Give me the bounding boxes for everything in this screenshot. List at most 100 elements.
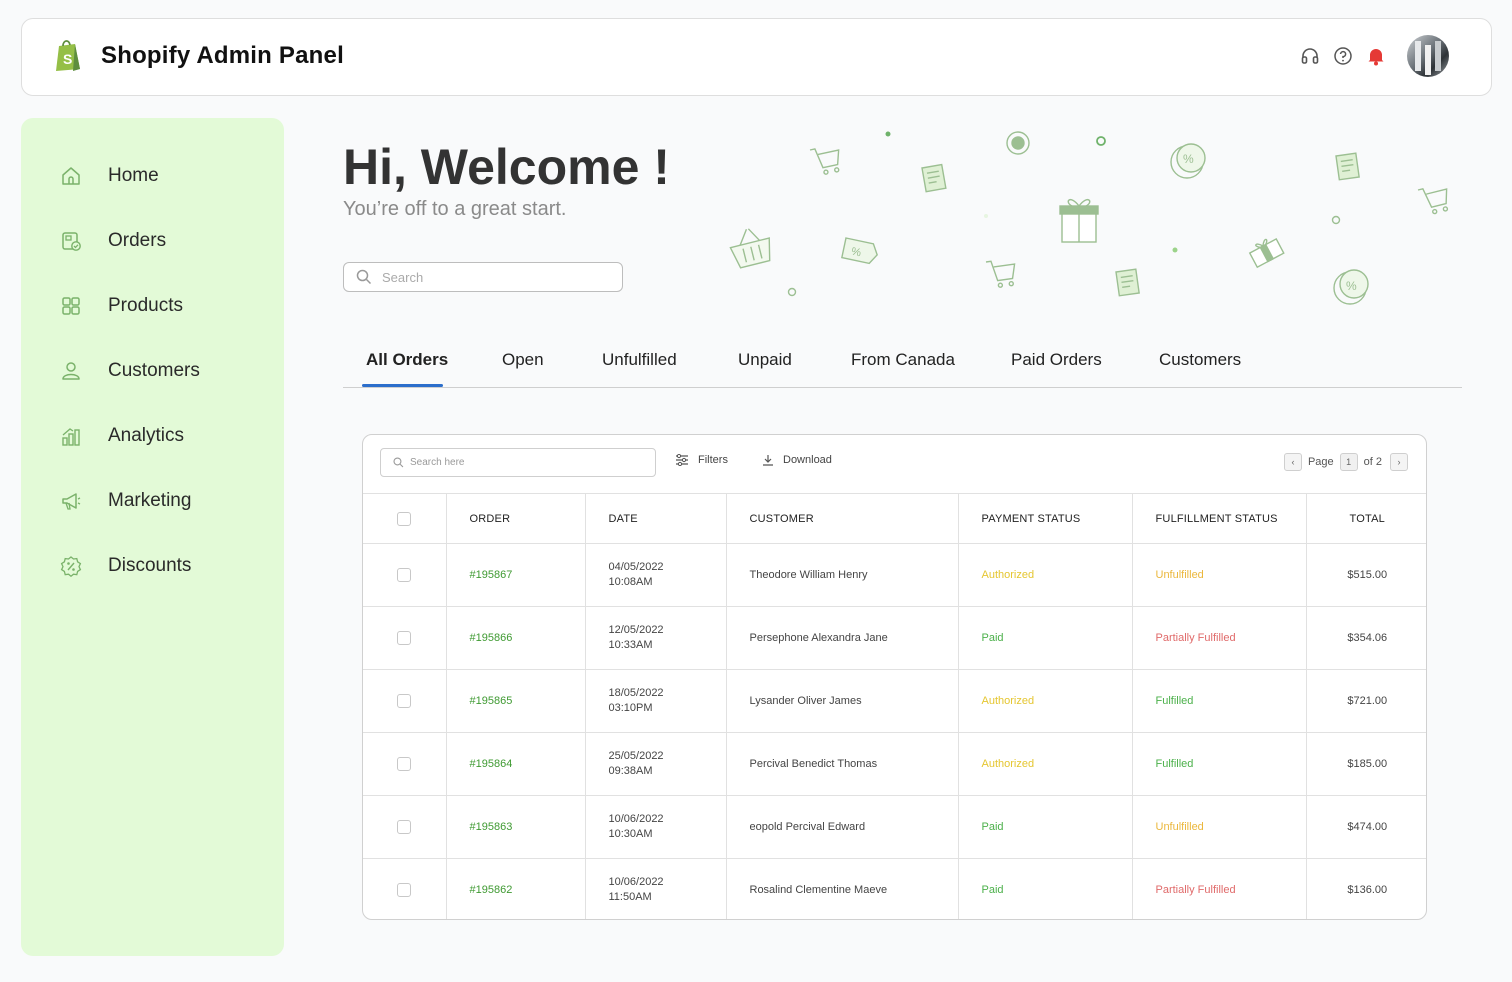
download-button[interactable]: Download (762, 454, 832, 466)
column-header-order[interactable]: ORDER (445, 493, 585, 544)
app-title: Shopify Admin Panel (101, 42, 344, 69)
payment-status: Paid (957, 858, 1132, 919)
sidebar-item-orders[interactable]: Orders (59, 226, 166, 256)
order-total: $185.00 (1305, 732, 1426, 796)
chevron-right-icon: › (1397, 457, 1401, 467)
next-page-button[interactable]: › (1390, 453, 1408, 471)
payment-status: Authorized (957, 669, 1132, 733)
sidebar-item-home[interactable]: Home (59, 161, 159, 191)
customer-name: Persephone Alexandra Jane (725, 606, 958, 670)
table-row[interactable]: #195864 25/05/2022 09:38AM Percival Bened… (363, 732, 1426, 796)
sidebar: Home Orders Products Customers Analytics… (21, 118, 284, 956)
sidebar-item-label: Marketing (108, 490, 192, 511)
customer-name: Percival Benedict Thomas (725, 732, 958, 796)
row-checkbox[interactable] (397, 882, 412, 897)
table-row[interactable]: #195862 10/06/2022 11:50AM Rosalind Cleme… (363, 858, 1426, 919)
table-row[interactable]: #195865 18/05/2022 03:10PM Lysander Olive… (363, 669, 1426, 733)
order-time: 09:38AM (608, 765, 653, 777)
home-icon (59, 164, 83, 188)
row-checkbox[interactable] (397, 567, 412, 582)
tab-paid-orders[interactable]: Paid Orders (1011, 350, 1102, 369)
customers-icon (59, 359, 83, 383)
order-total: $474.00 (1305, 795, 1426, 859)
select-all-cell (363, 493, 446, 544)
analytics-icon (59, 424, 83, 448)
table-row[interactable]: #195867 04/05/2022 10:08AM Theodore Willi… (363, 543, 1426, 607)
global-search[interactable] (343, 262, 623, 292)
order-time: 10:08AM (608, 576, 653, 588)
row-checkbox[interactable] (397, 819, 412, 834)
svg-text:%: % (1183, 152, 1194, 166)
order-time: 10:33AM (608, 639, 653, 651)
tab-open[interactable]: Open (502, 350, 544, 369)
shopify-logo-icon[interactable]: S (53, 38, 83, 72)
customer-name: Theodore William Henry (725, 543, 958, 607)
page-total: of 2 (1363, 456, 1382, 468)
receipt-icon (1335, 152, 1360, 181)
search-icon (393, 457, 404, 468)
column-header-payment-status[interactable]: PAYMENT STATUS (957, 493, 1132, 544)
payment-status: Authorized (957, 543, 1132, 607)
row-checkbox[interactable] (397, 630, 412, 645)
discount-icon (59, 554, 83, 578)
order-date: 12/05/2022 (608, 624, 664, 636)
tab-unfulfilled[interactable]: Unfulfilled (602, 350, 677, 369)
order-link[interactable]: #195867 (469, 568, 513, 581)
help-icon[interactable] (1332, 45, 1354, 67)
filters-button[interactable]: Filters (675, 454, 728, 466)
sidebar-item-analytics[interactable]: Analytics (59, 421, 184, 451)
column-header-date[interactable]: DATE (584, 493, 726, 544)
pagination: ‹ Page 1 of 2 › (1283, 453, 1408, 471)
prev-page-button[interactable]: ‹ (1283, 453, 1302, 471)
column-header-customer[interactable]: CUSTOMER (725, 493, 958, 544)
order-time: 10:30AM (608, 828, 653, 840)
sidebar-item-marketing[interactable]: Marketing (59, 486, 191, 516)
search-input[interactable] (382, 269, 612, 285)
headset-icon[interactable] (1299, 45, 1321, 67)
cart-icon (1417, 187, 1449, 215)
order-link[interactable]: #195863 (469, 820, 513, 833)
sidebar-item-discounts[interactable]: Discounts (59, 551, 191, 581)
sidebar-item-customers[interactable]: Customers (59, 356, 200, 386)
order-date: 25/05/2022 (608, 750, 664, 762)
customer-name: eopold Percival Edward (725, 795, 958, 859)
search-icon (356, 269, 372, 285)
svg-text:%: % (850, 246, 862, 260)
table-row[interactable]: #195866 12/05/2022 10:33AM Persephone Ale… (363, 606, 1426, 670)
table-search-input[interactable] (410, 457, 650, 468)
row-checkbox[interactable] (397, 756, 412, 771)
table-row[interactable]: #195863 10/06/2022 10:30AM eopold Perciva… (363, 795, 1426, 859)
select-all-checkbox[interactable] (397, 511, 412, 526)
payment-status: Paid (957, 795, 1132, 859)
customer-name: Rosalind Clementine Maeve (725, 858, 958, 919)
sidebar-item-label: Home (108, 165, 159, 186)
cart-icon (809, 148, 840, 175)
avatar[interactable] (1407, 35, 1449, 77)
fulfillment-status: Partially Fulfilled (1131, 858, 1306, 919)
orders-card: Filters Download ‹ Page 1 of 2 › ORDER D… (362, 434, 1427, 920)
download-label: Download (783, 454, 832, 466)
table-search[interactable] (380, 448, 656, 477)
page-label: Page (1307, 456, 1334, 468)
header-actions (1288, 35, 1449, 77)
bell-icon[interactable] (1365, 45, 1387, 67)
tab-from-canada[interactable]: From Canada (851, 350, 955, 369)
gift-tag-icon (1248, 238, 1285, 269)
tab-unpaid[interactable]: Unpaid (738, 350, 792, 369)
page-subtitle: You’re off to a great start. (343, 198, 567, 220)
tab-customers[interactable]: Customers (1159, 350, 1242, 369)
page-number-input[interactable]: 1 (1339, 453, 1358, 471)
orders-icon (59, 229, 83, 253)
shopping-illustration: % % % (729, 131, 1449, 305)
column-header-total[interactable]: TOTAL (1305, 493, 1426, 544)
heart-badge-icon (1006, 131, 1030, 155)
sidebar-item-label: Products (108, 295, 183, 316)
row-checkbox[interactable] (397, 693, 412, 708)
order-link[interactable]: #195865 (469, 694, 513, 707)
column-header-fulfillment-status[interactable]: FULFILLMENT STATUS (1131, 493, 1306, 544)
order-link[interactable]: #195862 (469, 883, 513, 896)
order-link[interactable]: #195866 (469, 631, 513, 644)
tab-all-orders[interactable]: All Orders (366, 350, 449, 369)
sidebar-item-products[interactable]: Products (59, 291, 183, 321)
order-link[interactable]: #195864 (469, 757, 513, 770)
